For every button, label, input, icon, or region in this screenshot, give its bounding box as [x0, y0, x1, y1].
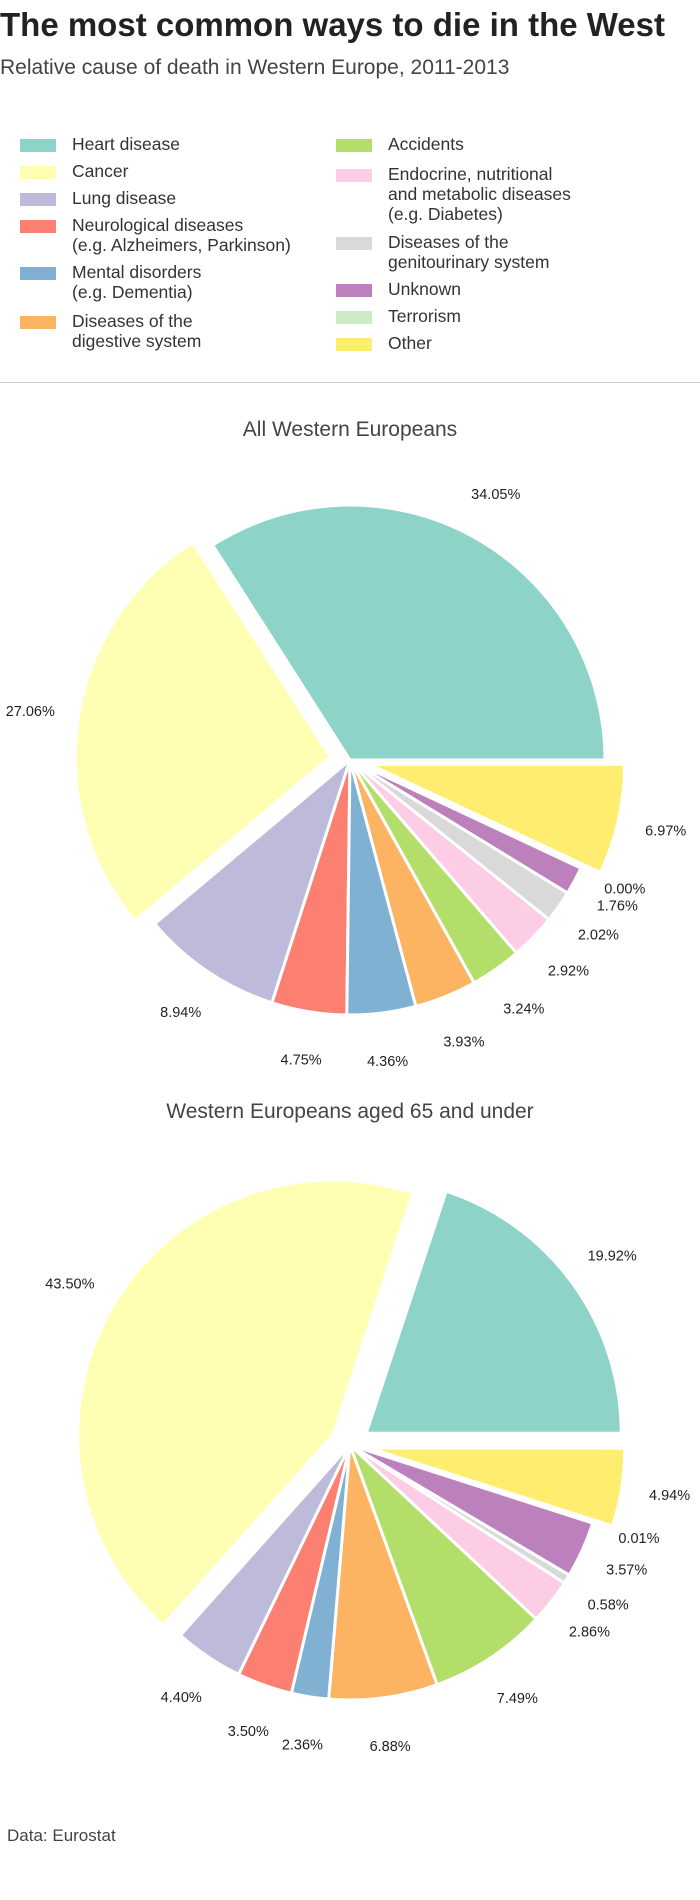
pie-label-mental-disorders: 4.36% [367, 1054, 408, 1070]
legend-item-mental-disorders: Mental disorders (e.g. Dementia) [20, 262, 201, 302]
legend-swatch [336, 284, 372, 297]
pie-label-digestive-diseases: 3.93% [443, 1034, 484, 1050]
pie-label-cancer: 27.06% [6, 704, 55, 720]
pie-label-unknown: 3.57% [606, 1563, 647, 1579]
pie-label-endocrine-diseases: 2.92% [548, 964, 589, 980]
legend-swatch [336, 237, 372, 250]
pie-label-other: 6.97% [645, 823, 686, 839]
legend-item-lung-disease: Lung disease [20, 188, 176, 208]
legend-swatch [20, 166, 56, 179]
legend-swatch [20, 220, 56, 233]
legend-item-terrorism: Terrorism [336, 306, 461, 326]
page-title: The most common ways to die in the West [0, 6, 665, 43]
pie-label-terrorism: 0.01% [618, 1531, 659, 1547]
legend-label: Neurological diseases (e.g. Alzheimers, … [72, 215, 291, 255]
legend-swatch [336, 169, 372, 182]
pie-slice-cancer [73, 540, 332, 923]
pie-label-neurological-diseases: 3.50% [228, 1724, 269, 1740]
legend-item-unknown: Unknown [336, 279, 461, 299]
chart-title-under-65: Western Europeans aged 65 and under [166, 1100, 534, 1123]
pie-slice-other [368, 1446, 627, 1528]
pie-label-mental-disorders: 2.36% [282, 1738, 323, 1754]
legend-label: Endocrine, nutritional and metabolic dis… [388, 164, 571, 224]
pie-label-unknown: 1.76% [597, 899, 638, 915]
pie-slice-accidents [348, 1443, 538, 1687]
pie-label-accidents: 7.49% [497, 1691, 538, 1707]
legend-item-cancer: Cancer [20, 161, 128, 181]
legend-label: Accidents [388, 134, 464, 154]
source-note: Data: Eurostat [7, 1826, 116, 1845]
legend-label: Diseases of the digestive system [72, 311, 202, 351]
pie-label-genitourinary-diseases: 0.58% [588, 1598, 629, 1614]
legend: Heart disease Cancer Lung disease Neurol… [0, 130, 700, 370]
pie-label-genitourinary-diseases: 2.02% [578, 927, 619, 943]
pie-label-lung-disease: 8.94% [160, 1005, 201, 1021]
pie-slice-other [368, 762, 627, 874]
legend-item-genitourinary-diseases: Diseases of the genitourinary system [336, 232, 549, 272]
pie-label-lung-disease: 4.40% [161, 1690, 202, 1706]
legend-swatch [20, 139, 56, 152]
pie-label-other: 4.94% [649, 1488, 690, 1504]
chart-title-all: All Western Europeans [242, 418, 458, 441]
legend-label: Cancer [72, 161, 129, 181]
pie-slice-heart-disease [211, 503, 607, 762]
pie-slice-terrorism [348, 1443, 595, 1525]
legend-swatch [336, 139, 372, 152]
legend-swatch [336, 338, 372, 351]
legend-label: Unknown [388, 279, 461, 299]
legend-label: Diseases of the genitourinary system [388, 232, 550, 272]
legend-swatch [336, 311, 372, 324]
pie-slice-cancer [76, 1178, 415, 1627]
page-subtitle: Relative cause of death in Western Europ… [0, 56, 510, 79]
legend-item-endocrine-diseases: Endocrine, nutritional and metabolic dis… [336, 164, 571, 224]
legend-item-digestive-diseases: Diseases of the digestive system [20, 311, 201, 351]
legend-label: Mental disorders (e.g. Dementia) [72, 262, 202, 302]
pie-label-heart-disease: 34.05% [471, 487, 520, 503]
legend-label: Other [388, 333, 432, 353]
pie-label-digestive-diseases: 6.88% [370, 1739, 411, 1755]
legend-swatch [20, 193, 56, 206]
legend-item-heart-disease: Heart disease [20, 134, 180, 154]
pie-chart-all: 34.05% 27.06% 8.94% 4.75% 4.36% 3.93% 3.24% 2.9… [6, 487, 687, 1070]
pie-label-endocrine-diseases: 2.86% [569, 1624, 610, 1640]
legend-item-other: Other [336, 333, 432, 353]
pie-label-heart-disease: 19.92% [588, 1249, 637, 1265]
legend-label: Heart disease [72, 134, 180, 154]
legend-label: Terrorism [388, 306, 461, 326]
pie-slice-lung-disease [153, 758, 352, 1005]
pie-label-terrorism: 0.00% [604, 882, 645, 898]
pie-label-cancer: 43.50% [45, 1276, 94, 1292]
pie-chart-under-65: 19.92% 43.50% 4.40% 3.50% 2.36% 6.88% 7.49% 2.8… [45, 1178, 690, 1755]
legend-swatch [20, 267, 56, 280]
legend-label: Lung disease [72, 188, 177, 208]
divider [0, 382, 700, 383]
legend-item-accidents: Accidents [336, 134, 464, 154]
legend-swatch [20, 316, 56, 329]
pie-slice-unknown [348, 758, 583, 895]
pie-label-neurological-diseases: 4.75% [281, 1052, 322, 1068]
pie-label-accidents: 3.24% [503, 1002, 544, 1018]
pie-slice-digestive-diseases [327, 1443, 439, 1702]
pie-slice-heart-disease [364, 1189, 623, 1435]
legend-item-neurological-diseases: Neurological diseases (e.g. Alzheimers, … [20, 215, 291, 255]
